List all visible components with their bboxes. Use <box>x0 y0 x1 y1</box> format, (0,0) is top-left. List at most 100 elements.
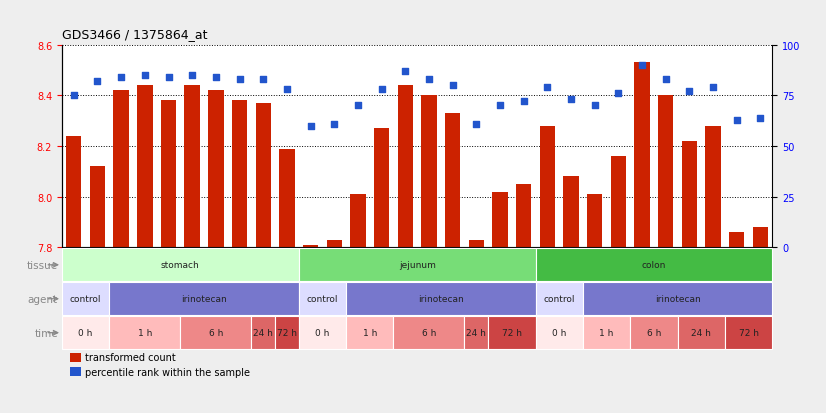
Point <box>493 103 506 109</box>
Text: 6 h: 6 h <box>209 328 223 337</box>
Bar <box>393 316 464 349</box>
Point <box>541 85 554 91</box>
Point <box>280 87 293 93</box>
Bar <box>299 316 346 349</box>
Bar <box>180 316 251 349</box>
Bar <box>62 316 109 349</box>
Bar <box>66 137 82 248</box>
Point <box>659 76 672 83</box>
Bar <box>397 86 413 248</box>
Bar <box>208 91 224 248</box>
Bar <box>350 195 366 248</box>
Bar <box>488 316 535 349</box>
Bar <box>677 316 725 349</box>
Bar <box>255 104 271 248</box>
Bar <box>535 282 583 316</box>
Bar <box>137 86 153 248</box>
Bar <box>346 316 393 349</box>
Bar <box>516 185 531 248</box>
Bar <box>251 316 275 349</box>
Text: agent: agent <box>28 294 58 304</box>
Bar <box>346 282 535 316</box>
Bar <box>705 126 721 248</box>
Bar <box>634 63 650 248</box>
Point <box>186 73 199 79</box>
Bar <box>232 101 247 248</box>
Bar <box>90 167 105 248</box>
Point <box>730 117 743 123</box>
Bar <box>113 91 129 248</box>
Text: jejunum: jejunum <box>399 261 435 270</box>
Bar <box>109 316 180 349</box>
Bar <box>279 149 295 248</box>
Text: 0 h: 0 h <box>316 328 330 337</box>
Text: irinotecan: irinotecan <box>181 294 227 304</box>
Text: 24 h: 24 h <box>254 328 273 337</box>
Bar <box>539 126 555 248</box>
Bar <box>464 316 488 349</box>
Bar <box>563 177 579 248</box>
Text: 24 h: 24 h <box>467 328 487 337</box>
Bar <box>184 86 200 248</box>
Bar <box>303 245 318 248</box>
Bar <box>421 96 437 248</box>
Text: control: control <box>544 294 575 304</box>
Bar <box>630 316 677 349</box>
Text: control: control <box>70 294 102 304</box>
Point <box>422 76 435 83</box>
Bar <box>109 282 299 316</box>
Text: 6 h: 6 h <box>647 328 661 337</box>
Text: 72 h: 72 h <box>502 328 522 337</box>
Point <box>162 74 175 81</box>
Text: GDS3466 / 1375864_at: GDS3466 / 1375864_at <box>62 28 207 41</box>
Point <box>67 93 80 100</box>
Bar <box>62 249 299 282</box>
Bar <box>299 249 535 282</box>
Point <box>754 115 767 121</box>
Text: irinotecan: irinotecan <box>418 294 463 304</box>
Text: 0 h: 0 h <box>552 328 567 337</box>
Point <box>91 78 104 85</box>
Point <box>257 76 270 83</box>
Bar <box>587 195 602 248</box>
Text: stomach: stomach <box>161 261 200 270</box>
Point <box>399 69 412 75</box>
Point <box>706 85 719 91</box>
Bar <box>468 240 484 248</box>
Bar <box>275 316 299 349</box>
Point <box>517 99 530 105</box>
Text: control: control <box>306 294 338 304</box>
Bar <box>725 316 772 349</box>
Text: transformed count: transformed count <box>85 352 176 362</box>
Bar <box>729 233 744 248</box>
Point <box>446 83 459 89</box>
Text: 6 h: 6 h <box>422 328 436 337</box>
Point <box>375 87 388 93</box>
Text: 72 h: 72 h <box>738 328 758 337</box>
Bar <box>535 316 583 349</box>
Point <box>351 103 364 109</box>
Point <box>209 74 222 81</box>
Bar <box>161 101 176 248</box>
Point <box>635 62 648 69</box>
Text: percentile rank within the sample: percentile rank within the sample <box>85 367 250 377</box>
Bar <box>492 192 508 248</box>
Bar <box>62 282 109 316</box>
Text: 0 h: 0 h <box>78 328 93 337</box>
Text: colon: colon <box>642 261 666 270</box>
Point <box>588 103 601 109</box>
Point <box>304 123 317 130</box>
Point <box>612 91 625 97</box>
Point <box>115 74 128 81</box>
Bar <box>610 157 626 248</box>
Text: 1 h: 1 h <box>138 328 152 337</box>
Bar <box>583 282 772 316</box>
Point <box>683 89 696 95</box>
Bar <box>535 249 772 282</box>
Bar <box>374 129 389 248</box>
Bar <box>299 282 346 316</box>
Bar <box>658 96 673 248</box>
Text: irinotecan: irinotecan <box>655 294 700 304</box>
Point <box>138 73 151 79</box>
Bar <box>583 316 630 349</box>
